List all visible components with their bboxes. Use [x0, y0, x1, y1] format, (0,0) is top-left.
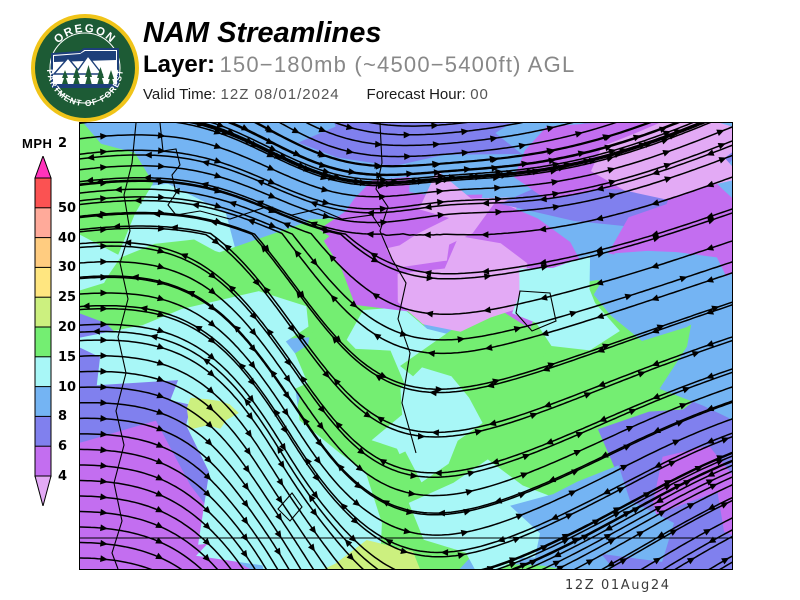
weather-map[interactable] — [79, 122, 733, 570]
colorbar-tick-50: 50 — [58, 200, 77, 216]
title-block: NAM Streamlines Layer: 150−180mb (~4500−… — [143, 18, 575, 105]
colorbar-tick-25: 25 — [58, 290, 77, 306]
valid-time-value: 12Z 08/01/2024 — [220, 86, 340, 103]
colorbar-tick-15: 15 — [58, 349, 77, 365]
colorbar-tick-20: 20 — [58, 320, 77, 335]
colorbar-title: MPH — [22, 136, 53, 151]
colorbar-tick-10: 10 — [58, 379, 77, 395]
colorbar-swatches — [34, 154, 52, 508]
colorbar-body — [32, 154, 54, 511]
layer-value: 150−180mb (~4500−5400ft) AGL — [219, 52, 576, 77]
header: OREGON DEPARTMENT OF FORESTRY NAM Stream… — [0, 0, 800, 122]
layer-label: Layer: — [143, 51, 216, 78]
forecast-hour-value: 00 — [470, 86, 489, 103]
valid-time-label: Valid Time: — [143, 86, 217, 103]
layer-line: Layer: 150−180mb (~4500−5400ft) AGL — [143, 52, 575, 81]
colorbar-tick-40: 40 — [58, 230, 77, 246]
wind-speed-colorbar: MPH 50 40 30 25 20 15 10 8 6 4 2 — [10, 136, 77, 516]
colorbar-tick-6: 6 — [58, 439, 68, 455]
colorbar-tick-2: 2 — [58, 136, 68, 151]
map-timestamp: 12Z 01Aug24 — [565, 578, 671, 593]
streamline-field — [80, 123, 732, 569]
forecast-hour-label: Forecast Hour: — [366, 86, 466, 103]
page-title: NAM Streamlines — [143, 17, 382, 49]
colorbar-tick-30: 30 — [58, 260, 77, 276]
oregon-dept-forestry-logo: OREGON DEPARTMENT OF FORESTRY — [28, 12, 139, 122]
colorbar-tick-4: 4 — [58, 469, 68, 484]
streamline-arrowheads — [82, 123, 730, 569]
colorbar-tick-8: 8 — [58, 409, 68, 425]
valid-time-line: Valid Time: 12Z 08/01/2024 Forecast Hour… — [143, 85, 575, 105]
